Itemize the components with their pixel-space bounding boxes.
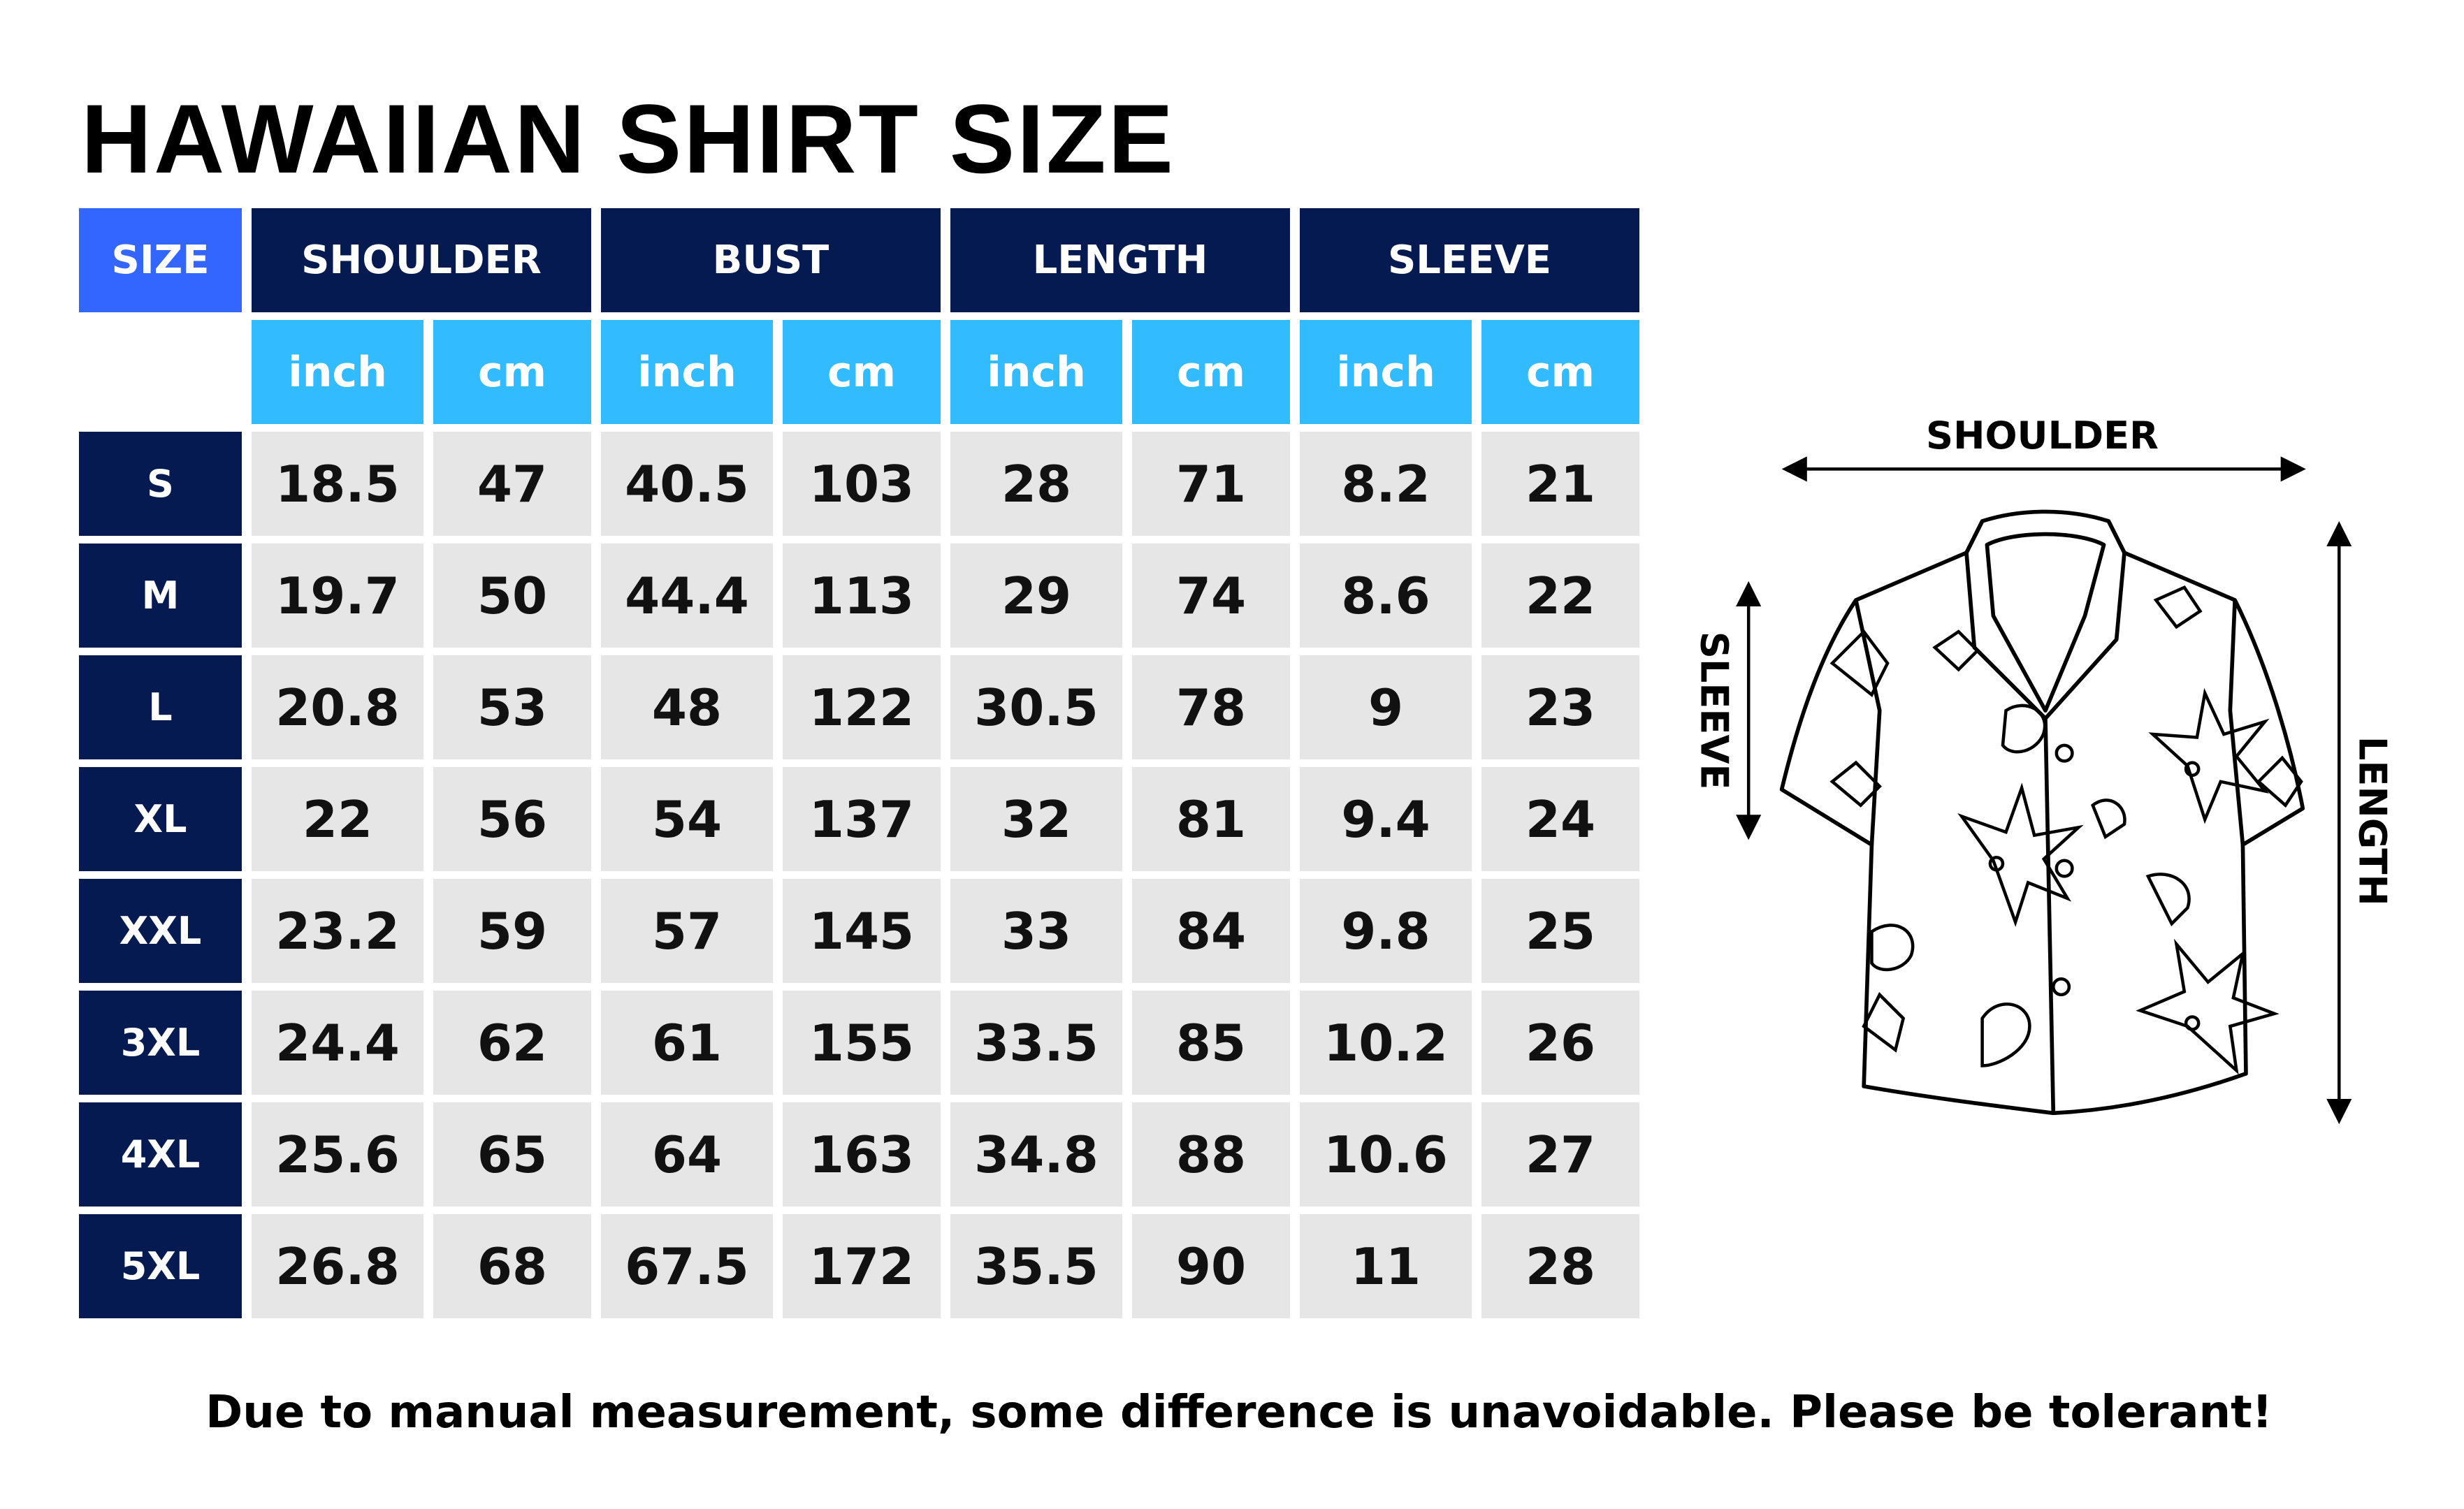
value-cell: 84 (1132, 879, 1290, 983)
value-cell: 61 (601, 991, 773, 1095)
value-cell: 9 (1300, 655, 1472, 759)
value-cell: 137 (783, 767, 941, 871)
value-cell: 21 (1481, 432, 1639, 536)
value-cell: 78 (1132, 655, 1290, 759)
value-cell: 47 (433, 432, 591, 536)
value-cell: 35.5 (950, 1214, 1122, 1318)
disclaimer-note: Due to manual measurement, some differen… (205, 1387, 2273, 1438)
shirt-outline (1779, 509, 2305, 1116)
value-cell: 64 (601, 1102, 773, 1207)
value-cell: 113 (783, 544, 941, 648)
value-cell: 62 (433, 991, 591, 1095)
unit-header: inch (252, 320, 423, 424)
value-cell: 74 (1132, 544, 1290, 648)
value-cell: 25.6 (252, 1102, 423, 1207)
value-cell: 28 (1481, 1214, 1639, 1318)
value-cell: 22 (252, 767, 423, 871)
value-cell: 22 (1481, 544, 1639, 648)
blank-cell (79, 320, 242, 424)
value-cell: 44.4 (601, 544, 773, 648)
value-cell: 163 (783, 1102, 941, 1207)
size-header: SIZE (79, 208, 242, 312)
value-cell: 40.5 (601, 432, 773, 536)
value-cell: 56 (433, 767, 591, 871)
size-cell: 5XL (79, 1214, 242, 1318)
value-cell: 10.6 (1300, 1102, 1472, 1207)
value-cell: 172 (783, 1214, 941, 1318)
value-cell: 145 (783, 879, 941, 983)
shoulder-label: SHOULDER (1926, 414, 2159, 458)
value-cell: 24 (1481, 767, 1639, 871)
value-cell: 65 (433, 1102, 591, 1207)
value-cell: 155 (783, 991, 941, 1095)
size-table: SIZE SHOULDER BUST LENGTH SLEEVE inch cm… (79, 208, 1639, 1318)
value-cell: 32 (950, 767, 1122, 871)
value-cell: 34.8 (950, 1102, 1122, 1207)
value-cell: 24.4 (252, 991, 423, 1095)
size-cell: 4XL (79, 1102, 242, 1207)
value-cell: 85 (1132, 991, 1290, 1095)
unit-header: inch (601, 320, 773, 424)
value-cell: 67.5 (601, 1214, 773, 1318)
size-cell: M (79, 544, 242, 648)
group-header-sleeve: SLEEVE (1300, 208, 1639, 312)
value-cell: 68 (433, 1214, 591, 1318)
unit-header: cm (783, 320, 941, 424)
value-cell: 10.2 (1300, 991, 1472, 1095)
button-icons (2052, 743, 2074, 997)
size-cell: S (79, 432, 242, 536)
group-header-length: LENGTH (950, 208, 1290, 312)
sleeve-label: SLEEVE (1692, 632, 1736, 790)
unit-header: cm (433, 320, 591, 424)
value-cell: 33.5 (950, 991, 1122, 1095)
page-title: HAWAIIAN SHIRT SIZE (81, 84, 1175, 194)
value-cell: 54 (601, 767, 773, 871)
value-cell: 50 (433, 544, 591, 648)
value-cell: 30.5 (950, 655, 1122, 759)
value-cell: 53 (433, 655, 591, 759)
value-cell: 90 (1132, 1214, 1290, 1318)
value-cell: 59 (433, 879, 591, 983)
value-cell: 23 (1481, 655, 1639, 759)
group-header-shoulder: SHOULDER (252, 208, 591, 312)
size-cell: L (79, 655, 242, 759)
value-cell: 9.8 (1300, 879, 1472, 983)
value-cell: 71 (1132, 432, 1290, 536)
value-cell: 18.5 (252, 432, 423, 536)
value-cell: 25 (1481, 879, 1639, 983)
value-cell: 88 (1132, 1102, 1290, 1207)
value-cell: 29 (950, 544, 1122, 648)
value-cell: 33 (950, 879, 1122, 983)
value-cell: 122 (783, 655, 941, 759)
value-cell: 81 (1132, 767, 1290, 871)
value-cell: 23.2 (252, 879, 423, 983)
unit-header: inch (1300, 320, 1472, 424)
value-cell: 48 (601, 655, 773, 759)
group-header-bust: BUST (601, 208, 941, 312)
value-cell: 8.6 (1300, 544, 1472, 648)
value-cell: 19.7 (252, 544, 423, 648)
value-cell: 26 (1481, 991, 1639, 1095)
unit-header: cm (1132, 320, 1290, 424)
value-cell: 20.8 (252, 655, 423, 759)
value-cell: 57 (601, 879, 773, 983)
flower-pattern-icons (1829, 585, 2303, 1075)
shirt-diagram: SHOULDER SLEEVE LENGTH (1692, 414, 2395, 1125)
size-cell: XXL (79, 879, 242, 983)
value-cell: 28 (950, 432, 1122, 536)
value-cell: 26.8 (252, 1214, 423, 1318)
size-cell: 3XL (79, 991, 242, 1095)
unit-header: inch (950, 320, 1122, 424)
unit-header: cm (1481, 320, 1639, 424)
value-cell: 11 (1300, 1214, 1472, 1318)
value-cell: 27 (1481, 1102, 1639, 1207)
value-cell: 103 (783, 432, 941, 536)
length-label: LENGTH (2351, 736, 2395, 906)
size-cell: XL (79, 767, 242, 871)
value-cell: 8.2 (1300, 432, 1472, 536)
value-cell: 9.4 (1300, 767, 1472, 871)
